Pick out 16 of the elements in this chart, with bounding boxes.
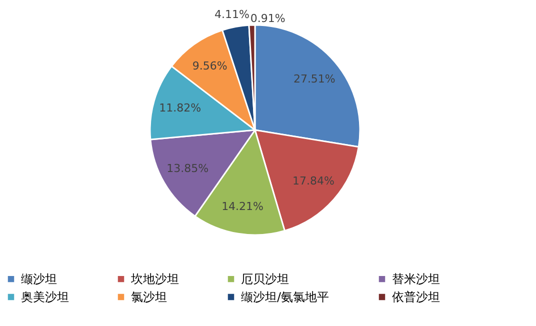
legend-label: 替米沙坦 <box>392 272 440 286</box>
legend-label: 奥美沙坦 <box>21 290 69 304</box>
legend-label: 坎地沙坦 <box>130 272 179 286</box>
data-label: 9.56% <box>192 59 228 72</box>
legend-label: 缬沙坦 <box>21 272 57 286</box>
data-label: 17.84% <box>292 174 334 188</box>
data-label: 13.85% <box>166 162 209 176</box>
data-label: 4.11% <box>214 8 250 21</box>
legend-label: 厄贝沙坦 <box>241 272 289 286</box>
legend-label: 氯沙坦 <box>131 290 167 304</box>
data-label: 0.91% <box>250 12 286 25</box>
legend-label: 缬沙坦/氨氯地平 <box>241 290 330 304</box>
data-label: 27.51% <box>293 72 336 86</box>
data-label: 14.21% <box>222 200 264 213</box>
data-label: 11.82% <box>159 101 202 114</box>
legend-label: 依普沙坦 <box>392 290 440 304</box>
